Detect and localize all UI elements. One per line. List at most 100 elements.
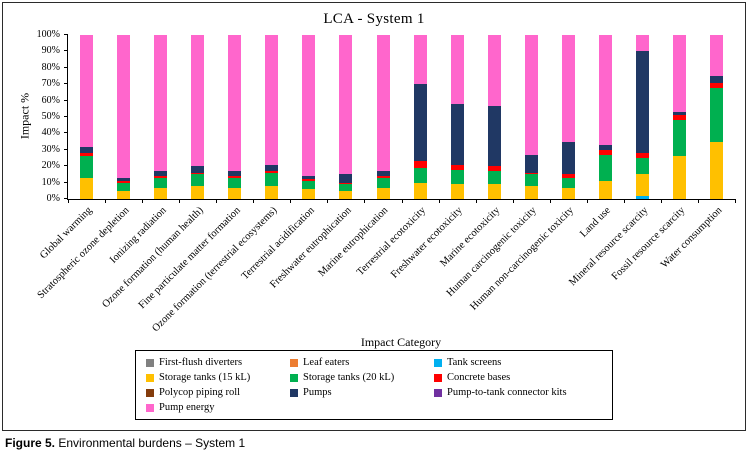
y-tick-mark <box>64 99 68 101</box>
bar-segment <box>635 35 649 52</box>
bar-segment <box>635 153 649 159</box>
bar-segment <box>302 189 316 199</box>
legend-swatch-icon <box>290 388 298 397</box>
legend-item: Pump-to-tank connector kits <box>434 387 602 398</box>
bar-segment <box>598 154 612 181</box>
bar-segment <box>413 167 427 183</box>
bar-slot: Terrestrial ecotoxicity <box>355 35 439 278</box>
bar-segment <box>376 187 390 199</box>
legend-item: Pumps <box>290 387 432 398</box>
stacked-bar <box>265 35 279 199</box>
x-tick-mark <box>438 199 440 203</box>
bar-segment <box>117 182 131 191</box>
bar-segment <box>154 35 168 172</box>
bar-segment <box>265 35 279 165</box>
bar-slot: Freshwater eutrophication <box>268 35 364 291</box>
bar-segment <box>339 174 353 183</box>
legend-swatch-icon <box>146 388 154 397</box>
bar-segment <box>228 171 242 177</box>
x-tick-mark <box>179 199 181 203</box>
bar-segment <box>154 171 168 177</box>
y-tick-mark <box>64 34 68 35</box>
stacked-bar <box>524 35 538 199</box>
bar-segment <box>561 35 575 142</box>
bar-segment <box>524 35 538 155</box>
bar-segment <box>339 35 353 175</box>
stacked-bar <box>710 35 724 199</box>
bar-segment <box>673 156 687 199</box>
x-category-label: Terrestrial acidification <box>239 205 317 283</box>
bar-segment <box>413 84 427 162</box>
bar-segment <box>302 176 316 180</box>
bar-slot: Stratospheric ozone depletion <box>35 35 142 301</box>
bar-segment <box>376 171 390 177</box>
stacked-bars: Global warming Stratospheric ozone deplet… <box>35 35 735 334</box>
bar-segment <box>117 177 131 181</box>
x-tick-mark <box>735 199 736 203</box>
y-tick-label: 50% <box>41 111 60 122</box>
legend-swatch-icon <box>290 373 298 382</box>
bar-segment <box>265 164 279 172</box>
x-tick-mark <box>327 199 329 203</box>
y-tick-mark <box>64 132 68 134</box>
bar-segment <box>191 185 205 199</box>
bar-segment <box>450 184 464 199</box>
bar-slot: Mineral resource scarcity <box>567 35 661 288</box>
y-tick-label: 80% <box>41 61 60 73</box>
figure-caption-text: Environmental burdens – System 1 <box>58 436 246 450</box>
legend-label: Concrete bases <box>447 372 511 383</box>
bar-segment <box>561 141 575 175</box>
x-tick-mark <box>364 199 366 203</box>
bar-segment <box>673 35 687 113</box>
legend-swatch-icon <box>434 388 442 397</box>
bar-slot: Water consumption <box>659 35 735 271</box>
legend-swatch-icon <box>146 403 154 412</box>
x-tick-mark <box>68 199 69 203</box>
bar-segment <box>80 156 94 178</box>
x-axis-title: Impact Category <box>360 335 442 349</box>
bar-segment <box>191 172 205 175</box>
y-tick-mark <box>64 50 68 52</box>
bar-segment <box>450 35 464 104</box>
figure-caption: Figure 5. Environmental burdens – System… <box>5 436 245 450</box>
bar-slot: Ozone formation (terrestrial ecosystems) <box>150 35 290 334</box>
legend-swatch-icon <box>434 358 442 367</box>
bar-segment <box>598 35 612 145</box>
bar-slot: Freshwater ecotoxicity <box>389 35 476 281</box>
bar-segment <box>117 181 131 183</box>
stacked-bar <box>450 35 464 199</box>
legend-item: First-flush diverters <box>146 357 288 368</box>
y-tick-label: 90% <box>41 45 60 57</box>
bar-segment <box>191 174 205 186</box>
bar-segment <box>191 35 205 167</box>
y-tick-mark <box>64 165 68 167</box>
bar-segment <box>635 195 649 199</box>
legend-item: Polycop piping roll <box>146 387 288 398</box>
stacked-bar <box>154 35 168 199</box>
bar-segment <box>710 87 724 142</box>
bar-segment <box>673 120 687 157</box>
legend-item: Tank screens <box>434 357 602 368</box>
x-category-label: Land use <box>578 205 614 240</box>
x-tick-mark <box>512 199 514 203</box>
stacked-bar <box>80 35 94 199</box>
x-tick-mark <box>253 199 255 203</box>
bar-segment <box>487 171 501 185</box>
y-axis-title: Impact % <box>17 92 32 140</box>
x-tick-mark <box>216 199 218 203</box>
bar-segment <box>635 158 649 175</box>
stacked-bar <box>228 35 242 199</box>
y-tick-label: 0% <box>46 193 60 204</box>
x-tick-mark <box>475 199 477 203</box>
y-tick-label: 70% <box>41 78 60 90</box>
x-tick-mark <box>697 199 699 203</box>
bar-slot: Ionizing radiation <box>108 35 179 266</box>
bar-segment <box>598 149 612 155</box>
bar-slot: Human non-carcinogenic toxicity <box>469 35 587 313</box>
bar-segment <box>265 171 279 173</box>
stacked-bar <box>413 35 427 199</box>
y-tick-label: 20% <box>41 160 60 172</box>
x-tick-mark <box>660 199 662 203</box>
legend-swatch-icon <box>146 358 154 367</box>
stacked-bar <box>487 35 501 199</box>
